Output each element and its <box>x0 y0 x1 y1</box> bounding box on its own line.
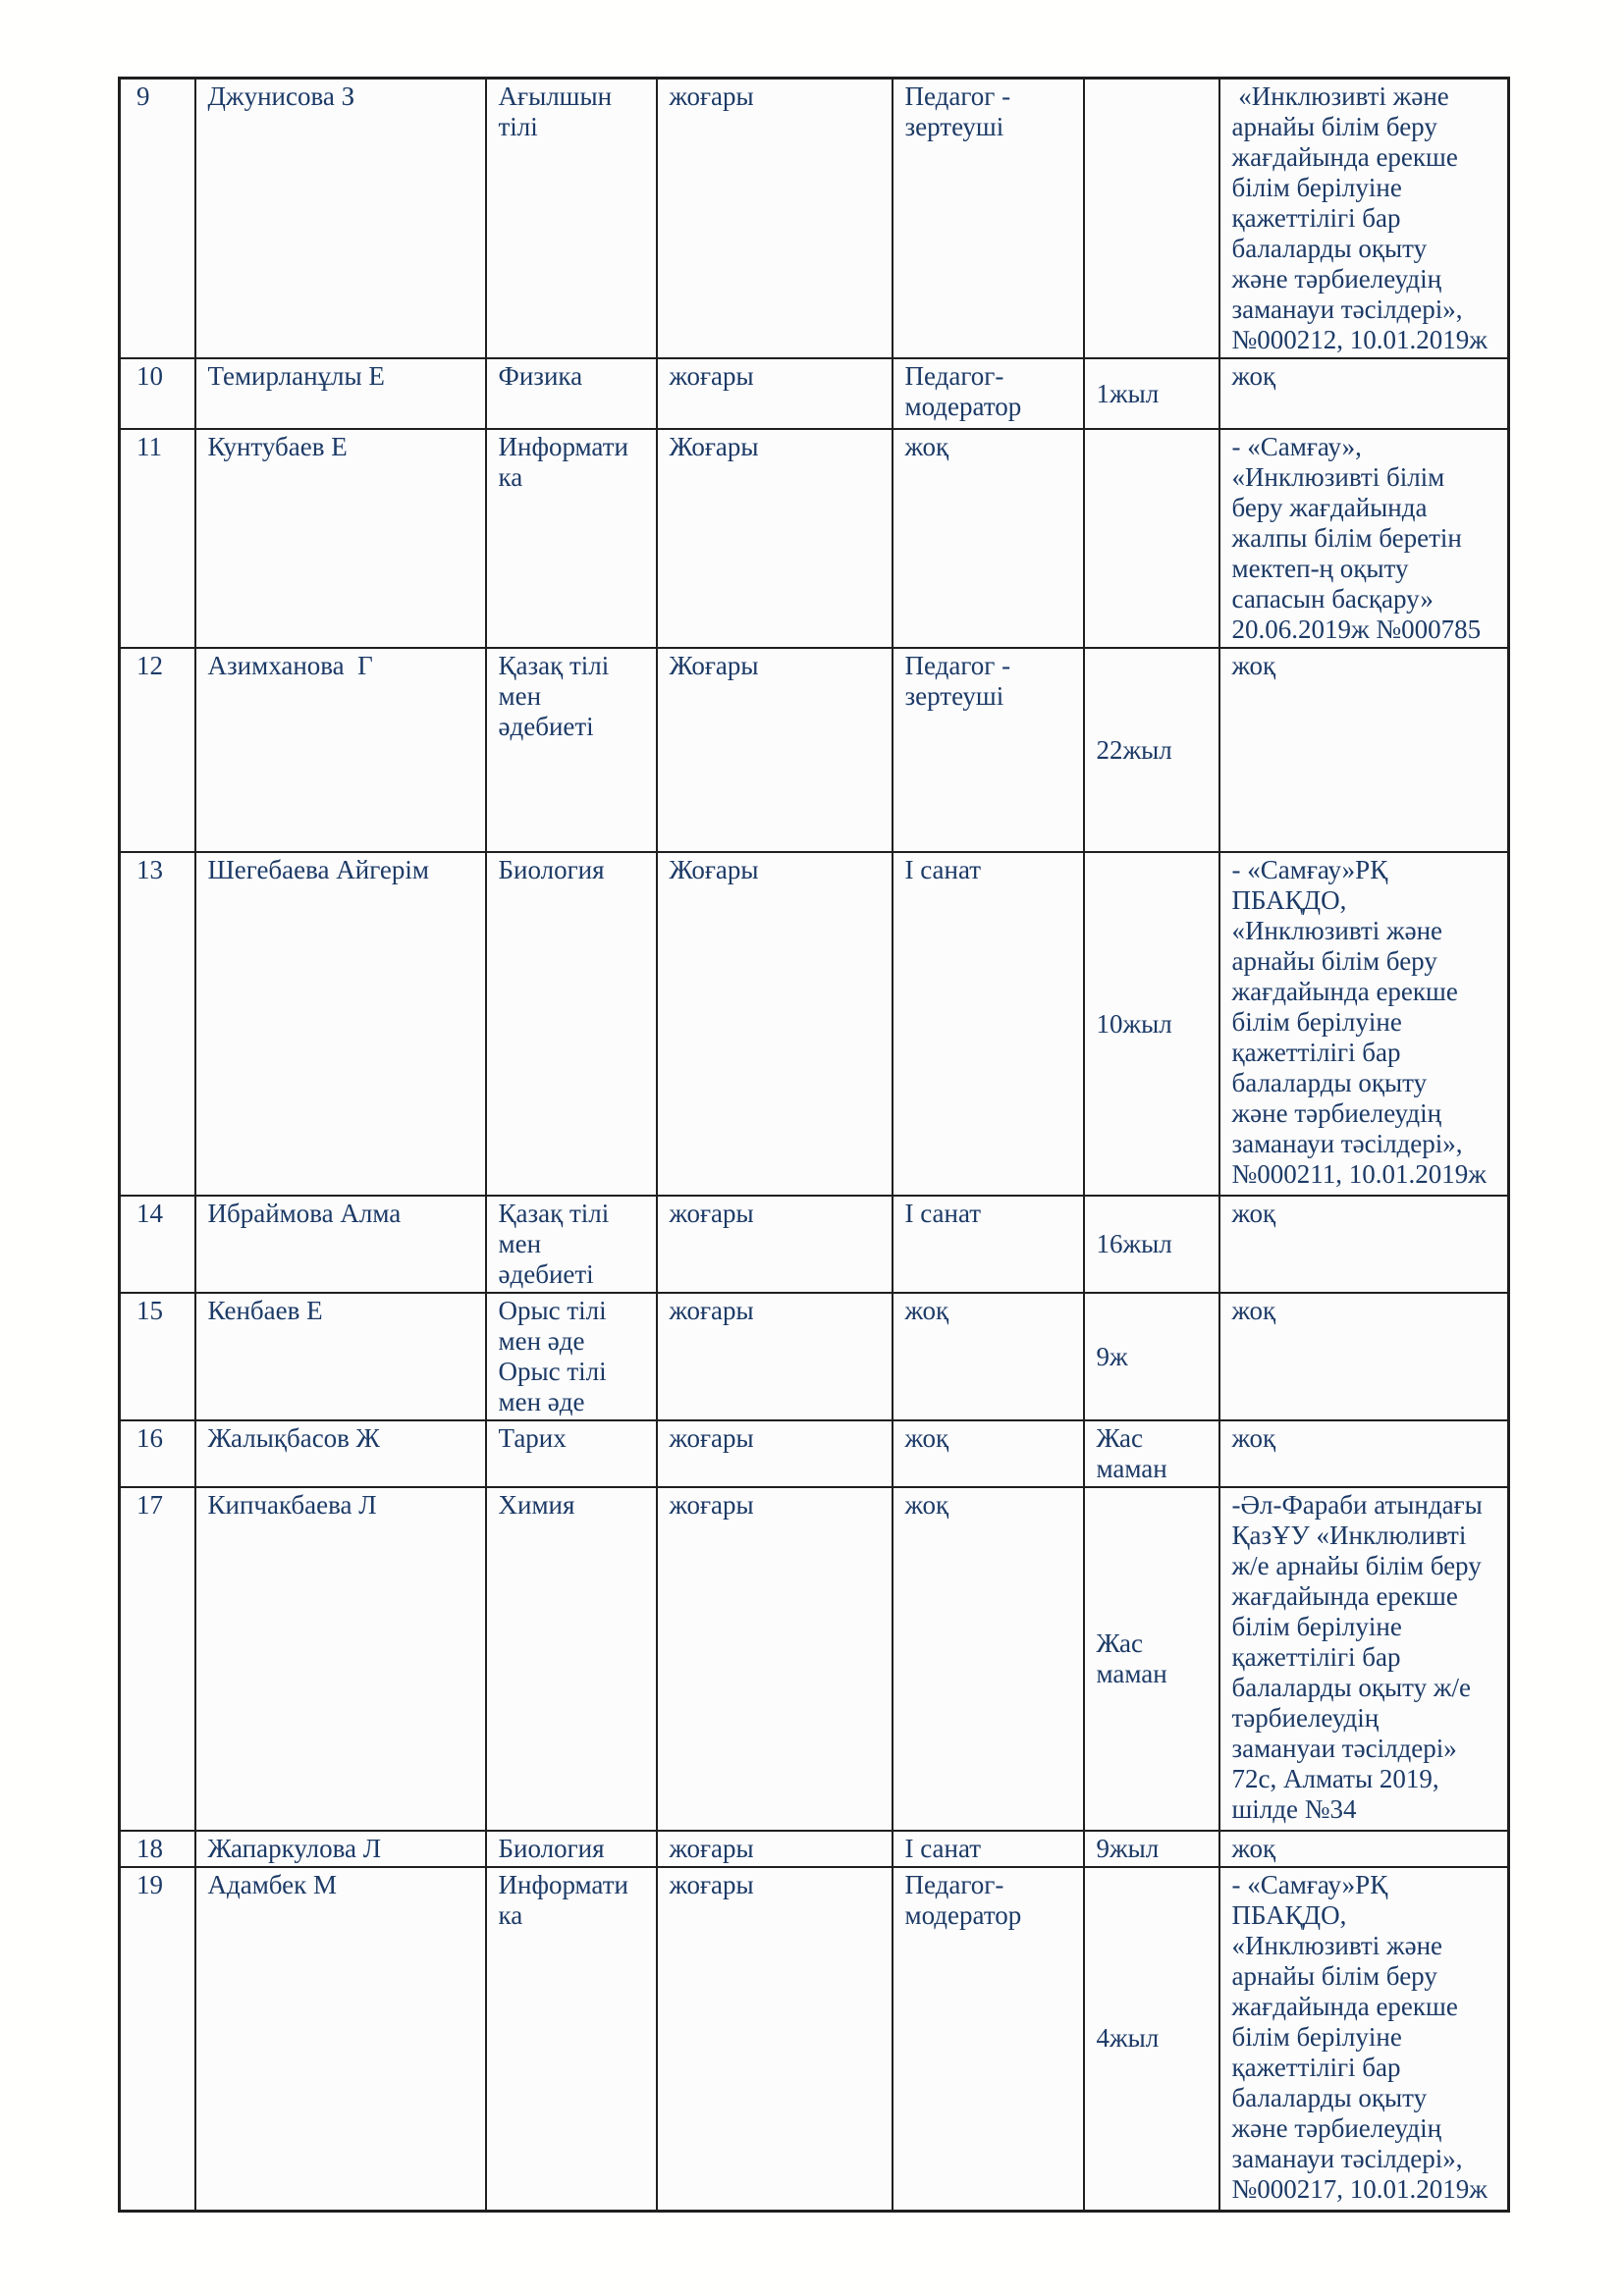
cell-experience <box>1082 428 1220 649</box>
cell-subject: Информати ка <box>484 428 658 649</box>
cell-subject: Информати ка <box>484 1866 658 2212</box>
cell-education: Жоғары <box>655 851 893 1197</box>
cell-number: 13 <box>118 851 196 1197</box>
cell-teacher-name: Ибраймова Алма <box>193 1195 487 1294</box>
cell-number: 9 <box>118 77 196 359</box>
table-row: 9 Джунисова З Ағылшын тілі жоғары Педагог - … <box>118 77 1510 359</box>
cell-teacher-name: Жалықбасов Ж <box>193 1419 487 1488</box>
cell-courses: жоқ <box>1218 1195 1510 1294</box>
cell-courses: жоқ <box>1218 647 1510 853</box>
cell-experience: 9жыл <box>1082 1830 1220 1868</box>
cell-courses: «Инклюзивті және арнайы білім беру жағда… <box>1218 77 1510 359</box>
cell-number: 12 <box>118 647 196 853</box>
cell-number: 14 <box>118 1195 196 1294</box>
cell-education: жоғары <box>655 1195 893 1294</box>
cell-subject: Биология <box>484 851 658 1197</box>
cell-experience: 1жыл <box>1082 357 1220 430</box>
cell-courses: - «Самғау», «Инклюзивті білім беру жағда… <box>1218 428 1510 649</box>
cell-teacher-name: Жапаркулова Л <box>193 1830 487 1868</box>
cell-subject: Тарих <box>484 1419 658 1488</box>
cell-courses: -Әл-Фараби атындағы ҚазҰУ «Инклюливті ж/… <box>1218 1486 1510 1832</box>
cell-number: 18 <box>118 1830 196 1868</box>
cell-education: жоғары <box>655 1486 893 1832</box>
cell-number: 17 <box>118 1486 196 1832</box>
table-row: 10 Темирланұлы Е Физика жоғары Педагог- моде… <box>118 357 1510 430</box>
table-row: 18 Жапаркулова Л Биология жоғары І санат 9жыл… <box>118 1830 1510 1868</box>
cell-subject: Ағылшын тілі <box>484 77 658 359</box>
cell-education: жоғары <box>655 1292 893 1421</box>
table-row: 15 Кенбаев Е Орыс тілі мен әде Орыс тілі м… <box>118 1292 1510 1421</box>
table-row: 19 Адамбек М Информати ка жоғары Педагог- мо… <box>118 1866 1510 2212</box>
cell-experience: Жас маман <box>1082 1419 1220 1488</box>
cell-education: жоғары <box>655 1830 893 1868</box>
teachers-table: 9 Джунисова З Ағылшын тілі жоғары Педагог - … <box>118 77 1510 2213</box>
cell-education: жоғары <box>655 357 893 430</box>
cell-experience: Жас маман <box>1082 1486 1220 1832</box>
cell-subject: Қазақ тілі мен әдебиеті <box>484 647 658 853</box>
table-row: 17 Кипчакбаева Л Химия жоғары жоқ Жас маман -Ә… <box>118 1486 1510 1832</box>
cell-category: жоқ <box>891 1419 1085 1488</box>
cell-teacher-name: Джунисова З <box>193 77 487 359</box>
cell-subject: Физика <box>484 357 658 430</box>
cell-category: жоқ <box>891 428 1085 649</box>
cell-courses: - «Самғау»РҚ ПБАҚДО, «Инклюзивті және ар… <box>1218 1866 1510 2212</box>
cell-number: 15 <box>118 1292 196 1421</box>
table-row: 11 Кунтубаев Е Информати ка Жоғары жоқ - «Сам… <box>118 428 1510 649</box>
cell-category: Педагог - зертеуші <box>891 77 1085 359</box>
cell-category: жоқ <box>891 1486 1085 1832</box>
cell-teacher-name: Кенбаев Е <box>193 1292 487 1421</box>
table-row: 14 Ибраймова Алма Қазақ тілі мен әдебиеті ж… <box>118 1195 1510 1294</box>
cell-teacher-name: Темирланұлы Е <box>193 357 487 430</box>
cell-experience: 22жыл <box>1082 647 1220 853</box>
cell-experience: 4жыл <box>1082 1866 1220 2212</box>
table-row: 13 Шегебаева Айгерім Биология Жоғары І санат… <box>118 851 1510 1197</box>
table-row: 16 Жалықбасов Ж Тарих жоғары жоқ Жас маман жоқ <box>118 1419 1510 1488</box>
cell-category: І санат <box>891 1195 1085 1294</box>
cell-experience <box>1082 77 1220 359</box>
cell-subject: Орыс тілі мен әде Орыс тілі мен әде <box>484 1292 658 1421</box>
cell-education: жоғары <box>655 1419 893 1488</box>
cell-number: 16 <box>118 1419 196 1488</box>
cell-education: жоғары <box>655 1866 893 2212</box>
cell-subject: Қазақ тілі мен әдебиеті <box>484 1195 658 1294</box>
cell-category: жоқ <box>891 1292 1085 1421</box>
cell-experience: 10жыл <box>1082 851 1220 1197</box>
cell-education: Жоғары <box>655 647 893 853</box>
cell-courses: - «Самғау»РҚ ПБАҚДО, «Инклюзивті және ар… <box>1218 851 1510 1197</box>
cell-category: Педагог- модератор <box>891 1866 1085 2212</box>
cell-subject: Биология <box>484 1830 658 1868</box>
cell-education: Жоғары <box>655 428 893 649</box>
cell-education: жоғары <box>655 77 893 359</box>
cell-number: 19 <box>118 1866 196 2212</box>
cell-courses: жоқ <box>1218 1830 1510 1868</box>
cell-teacher-name: Азимханова Г <box>193 647 487 853</box>
cell-teacher-name: Кунтубаев Е <box>193 428 487 649</box>
cell-number: 10 <box>118 357 196 430</box>
cell-teacher-name: Кипчакбаева Л <box>193 1486 487 1832</box>
cell-category: Педагог- модератор <box>891 357 1085 430</box>
cell-courses: жоқ <box>1218 1419 1510 1488</box>
cell-number: 11 <box>118 428 196 649</box>
cell-subject: Химия <box>484 1486 658 1832</box>
cell-courses: жоқ <box>1218 357 1510 430</box>
cell-category: Педагог - зертеуші <box>891 647 1085 853</box>
cell-experience: 16жыл <box>1082 1195 1220 1294</box>
cell-courses: жоқ <box>1218 1292 1510 1421</box>
cell-experience: 9ж <box>1082 1292 1220 1421</box>
cell-category: І санат <box>891 1830 1085 1868</box>
cell-teacher-name: Шегебаева Айгерім <box>193 851 487 1197</box>
cell-teacher-name: Адамбек М <box>193 1866 487 2212</box>
cell-category: І санат <box>891 851 1085 1197</box>
table-row: 12 Азимханова Г Қазақ тілі мен әдебиеті Жоғ… <box>118 647 1510 853</box>
